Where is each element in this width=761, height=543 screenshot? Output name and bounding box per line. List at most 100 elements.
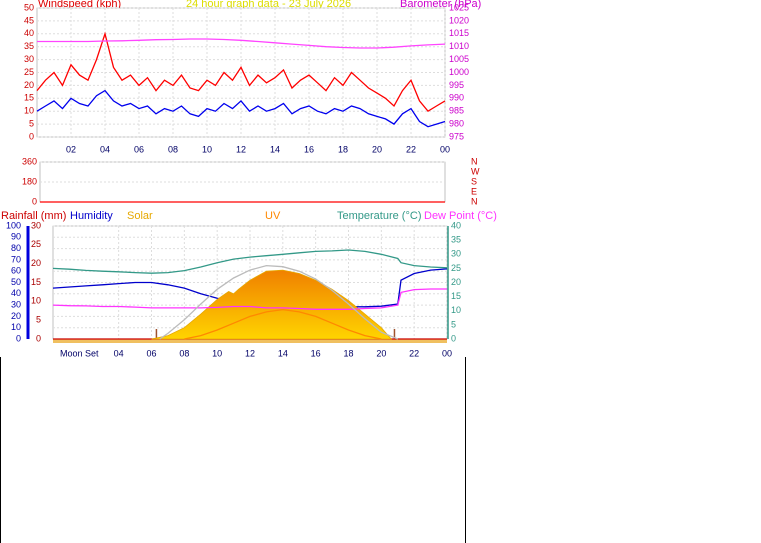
y-tick-label: 35 [24,41,34,51]
y-tick-label: 100 [6,220,21,230]
x-tick-label: 08 [168,144,178,154]
x-tick-label: 20 [376,348,386,358]
y3-tick-label: 0 [36,333,41,343]
x-tick-label: 00 [440,144,450,154]
x-tick-label: 06 [134,144,144,154]
y-tick-label: 0 [32,196,37,206]
y-tick-label: 360 [22,156,37,166]
y2-tick-label: 975 [449,131,464,141]
legend-entry: Temperature (°C) [337,210,421,222]
chart-title: 24 hour graph data - 23 July 2026 [186,0,351,10]
y2-tick-label: 980 [449,118,464,128]
annotation: Moon Set [60,348,99,358]
y2-tick-label: 15 [451,291,461,301]
legend-entry: Rainfall (mm) [1,210,66,222]
x-tick-label: 12 [245,348,255,358]
series-line [52,288,447,310]
y-tick-label: 50 [24,2,34,12]
y2-tick-label: N [471,196,478,206]
legend-entry: Humidity [70,210,113,222]
y-tick-label: 25 [24,67,34,77]
x-tick-label: 04 [100,144,110,154]
y2-tick-label: 990 [449,93,464,103]
x-tick-label: 12 [236,144,246,154]
solar-area [151,269,393,340]
y2-tick-label: 0 [451,333,456,343]
y2-tick-label: 10 [451,305,461,315]
y2-tick-label: 40 [451,220,461,230]
y-tick-label: 30 [11,299,21,309]
y-tick-label: 10 [11,322,21,332]
y3-tick-label: 10 [31,296,41,306]
y2-tick-label: 20 [451,277,461,287]
y2-tick-label: 1000 [449,67,469,77]
y2-tick-label: W [471,166,480,176]
y-tick-label: 10 [24,106,34,116]
y-tick-label: 0 [29,131,34,141]
x-tick-label: 06 [146,348,156,358]
x-tick-label: 04 [114,348,124,358]
y2-tick-label: 985 [449,106,464,116]
y2-axis-label: Barometer (hPa) [400,0,481,10]
legend-entry: UV [265,210,281,222]
y-tick-label: 45 [24,15,34,25]
y-tick-label: 40 [24,28,34,38]
x-tick-label: 22 [406,144,416,154]
y3-tick-label: 30 [31,220,41,230]
y-axis-label: Windspeed (kph) [38,0,121,10]
series-line [184,308,382,340]
y2-tick-label: S [471,176,477,186]
y-tick-label: 180 [22,176,37,186]
y-tick-label: 40 [11,288,21,298]
y-tick-label: 80 [11,243,21,253]
x-tick-label: 10 [212,348,222,358]
x-tick-label: 08 [179,348,189,358]
y-tick-label: 0 [16,333,21,343]
y2-tick-label: 1005 [449,54,469,64]
series-line [36,31,446,113]
x-tick-label: 10 [202,144,212,154]
ground-band [53,339,447,343]
x-tick-label: 14 [278,348,288,358]
y2-tick-label: 1010 [449,41,469,51]
legend-entry: Dew Point (°C) [424,210,497,222]
legend-entry: Solar [127,210,153,222]
y2-tick-label: 5 [451,319,456,329]
y-tick-label: 20 [11,311,21,321]
y2-tick-label: N [471,156,478,166]
x-tick-label: 22 [409,348,419,358]
y-tick-label: 60 [11,266,21,276]
y3-tick-label: 15 [31,277,41,287]
x-tick-label: 00 [442,348,452,358]
x-tick-label: 02 [66,144,76,154]
y2-tick-label: 1025 [449,2,469,12]
x-tick-label: 18 [338,144,348,154]
y-tick-label: 70 [11,254,21,264]
y-tick-label: 50 [11,277,21,287]
x-tick-label: 20 [372,144,382,154]
y-tick-label: 20 [24,80,34,90]
x-tick-label: 16 [311,348,321,358]
y3-tick-label: 20 [31,258,41,268]
x-tick-label: 18 [343,348,353,358]
x-tick-label: 16 [304,144,314,154]
y2-tick-label: E [471,186,477,196]
y-tick-label: 90 [11,232,21,242]
y2-tick-label: 25 [451,263,461,273]
y2-tick-label: 1020 [449,15,469,25]
x-tick-label: 14 [270,144,280,154]
y3-tick-label: 25 [31,239,41,249]
y2-tick-label: 1015 [449,28,469,38]
series-line [159,264,399,340]
y3-tick-label: 5 [36,315,41,325]
y-tick-label: 15 [24,93,34,103]
y2-tick-label: 35 [451,235,461,245]
y2-tick-label: 30 [451,249,461,259]
series-line [52,249,448,274]
y-tick-label: 30 [24,54,34,64]
series-line [37,38,446,49]
series-line [36,89,446,128]
y2-tick-label: 995 [449,80,464,90]
